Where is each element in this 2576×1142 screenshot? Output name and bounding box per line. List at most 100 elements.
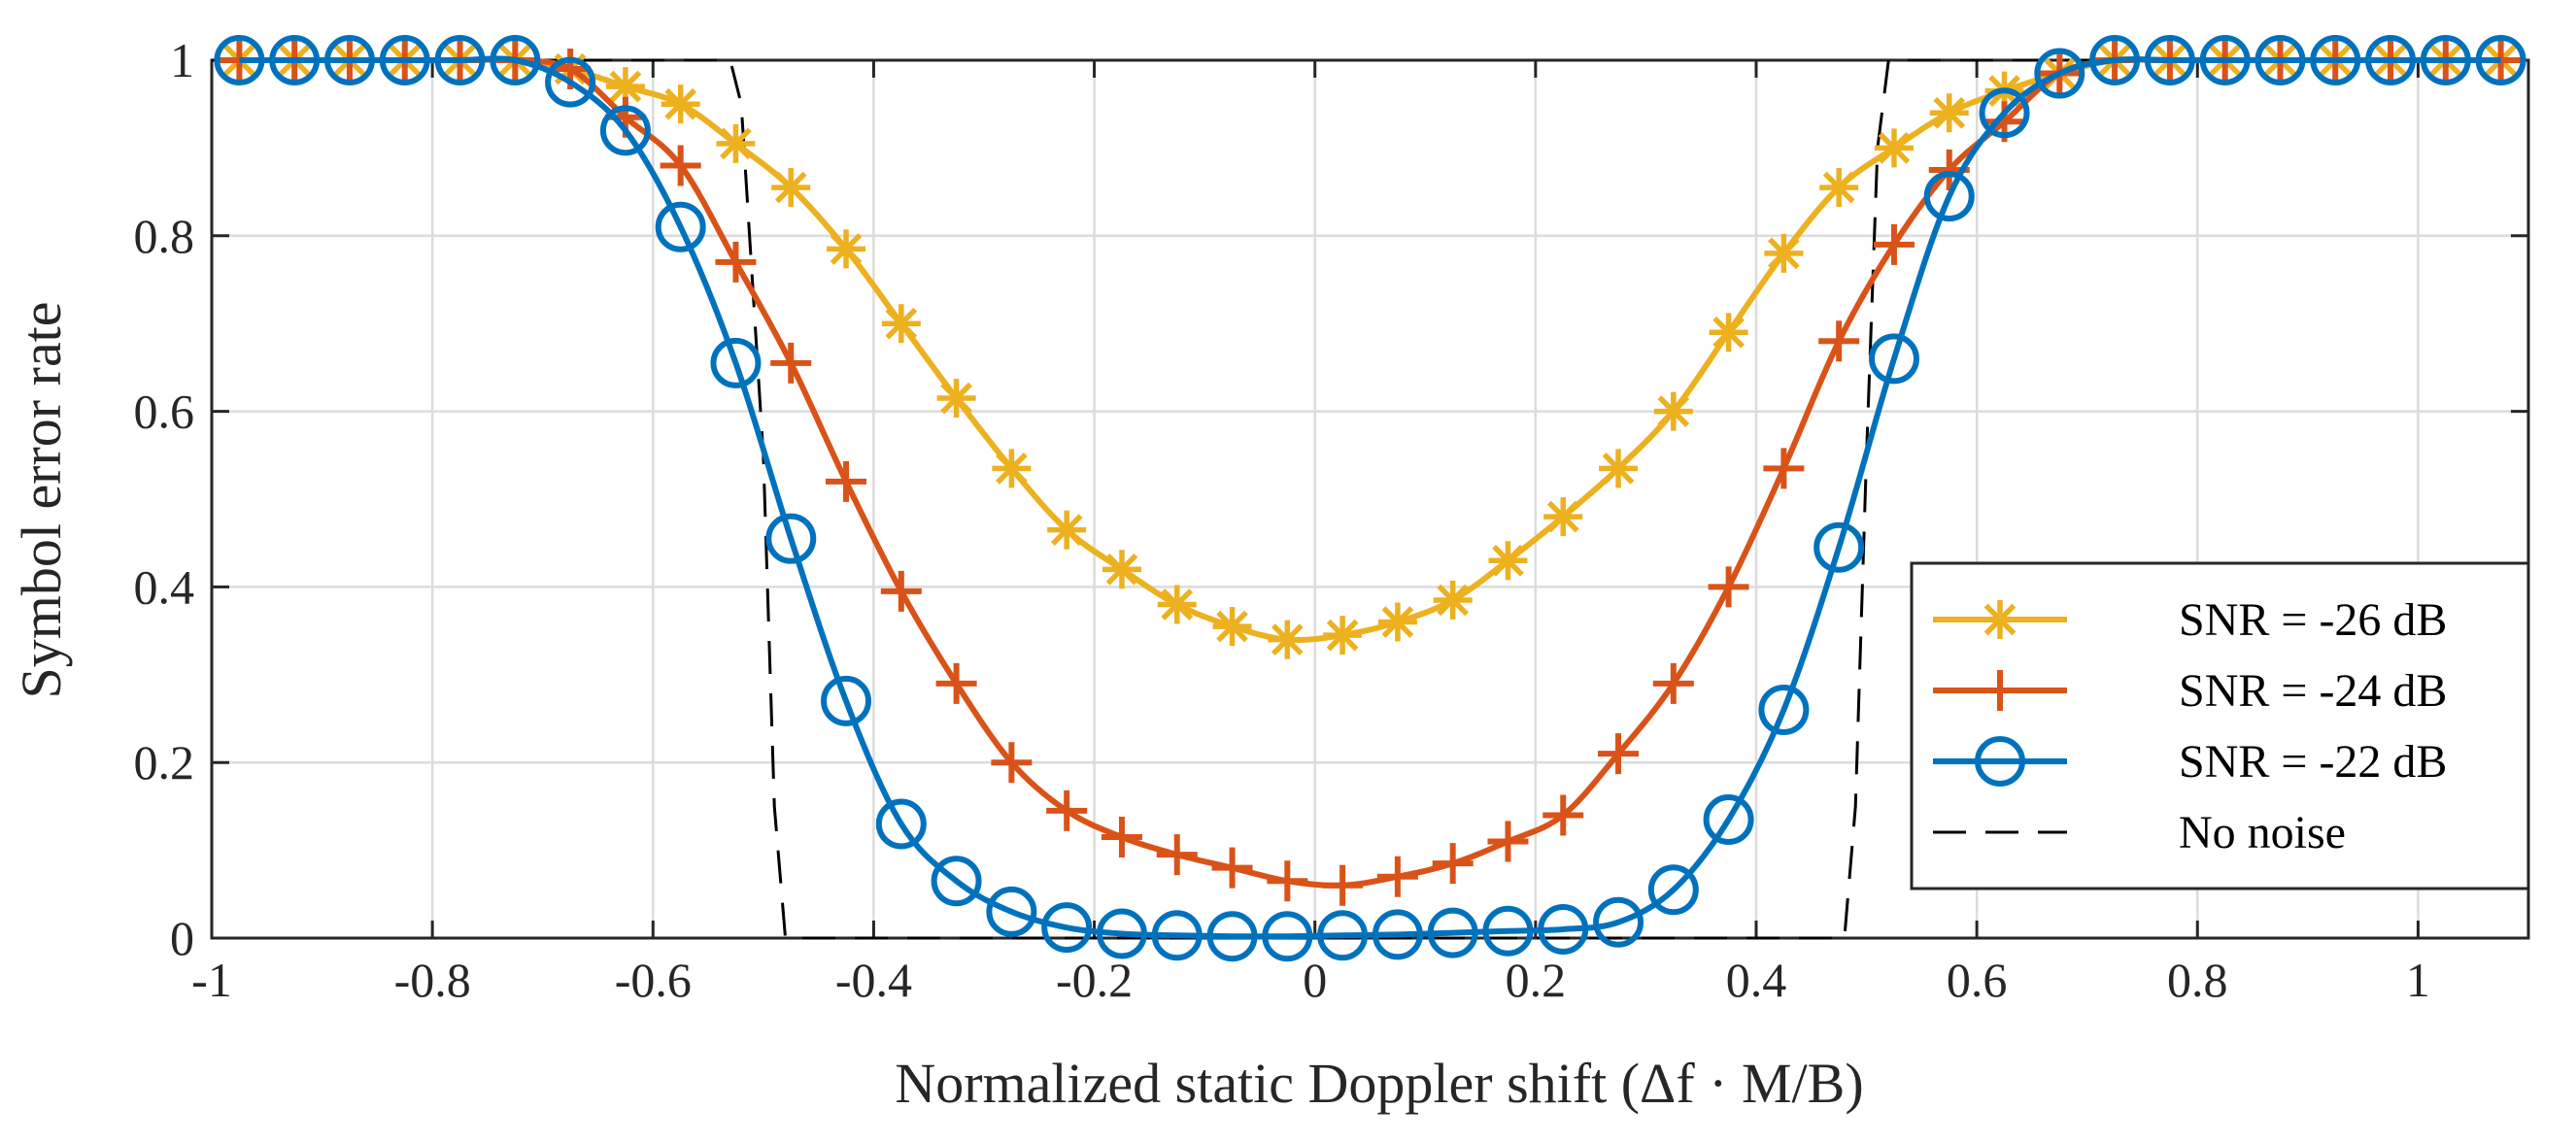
asterisk-marker-d2 bbox=[1933, 96, 1966, 129]
legend: SNR = -26 dB SNR = -24 dB SNR = -22 dB No n… bbox=[1910, 561, 2530, 890]
data-point bbox=[1096, 908, 1147, 959]
data-point bbox=[826, 460, 867, 502]
data-point bbox=[880, 570, 922, 612]
data-point bbox=[1432, 843, 1474, 885]
x-axis-label: Normalized static Doppler shift (Δf · M/… bbox=[895, 1052, 1863, 1115]
data-point bbox=[2254, 35, 2306, 85]
data-point bbox=[1262, 911, 1313, 962]
asterisk-marker-d2 bbox=[1602, 453, 1635, 485]
data-point bbox=[1598, 733, 1640, 775]
series-snr-22-db bbox=[214, 35, 2526, 962]
legend-label: No noise bbox=[2179, 807, 2346, 858]
data-point bbox=[1708, 566, 1749, 608]
data-point bbox=[1488, 541, 1528, 581]
asterisk-marker-d2 bbox=[720, 127, 752, 160]
data-point bbox=[1543, 497, 1583, 537]
data-point bbox=[1101, 817, 1142, 858]
data-point bbox=[2420, 35, 2471, 85]
data-point bbox=[2144, 35, 2195, 85]
data-point bbox=[269, 35, 321, 85]
asterisk-marker-d2 bbox=[1546, 500, 1579, 533]
asterisk-marker-d2 bbox=[1492, 544, 1524, 577]
data-point bbox=[1652, 662, 1694, 704]
data-point bbox=[1599, 449, 1639, 488]
asterisk-marker-d2 bbox=[940, 382, 972, 415]
legend-entry-no-noise: No noise bbox=[1933, 807, 2346, 858]
legend-label: SNR = -22 dB bbox=[2179, 736, 2447, 788]
y-axis-label: Symbol error rate bbox=[10, 301, 73, 698]
data-point bbox=[1487, 821, 1529, 862]
asterisk-marker-d2 bbox=[996, 453, 1028, 485]
x-tick-label: -0.6 bbox=[615, 953, 692, 1007]
data-point bbox=[1923, 171, 1975, 222]
x-tick-label: -0.4 bbox=[835, 953, 912, 1007]
series-layer bbox=[212, 35, 2528, 962]
data-point bbox=[1593, 896, 1644, 948]
data-point bbox=[935, 662, 977, 704]
data-point bbox=[1874, 128, 1914, 168]
y-tick-label: 0 bbox=[170, 911, 194, 965]
data-point bbox=[1653, 391, 1693, 431]
asterisk-marker-d2 bbox=[1271, 623, 1304, 655]
x-tick-label: 0.6 bbox=[1947, 953, 2008, 1007]
y-tick-label: 0.4 bbox=[134, 559, 195, 614]
series-line bbox=[212, 58, 2528, 940]
tick-labels: -1 -0.8 -0.6 -0.4 -0.2 0 0.2 0.4 0.6 0.8 1 0 0.2 0.4 0… bbox=[134, 33, 2430, 1007]
data-point bbox=[2034, 48, 2085, 99]
data-point bbox=[1427, 907, 1478, 958]
data-point bbox=[1206, 911, 1258, 962]
data-point bbox=[1151, 910, 1203, 961]
y-tick-label: 1 bbox=[170, 33, 194, 87]
x-tick-label: 0.8 bbox=[2167, 953, 2228, 1007]
data-point bbox=[1763, 448, 1805, 489]
asterisk-marker-d2 bbox=[774, 171, 807, 204]
y-tick-label: 0.6 bbox=[134, 385, 195, 439]
data-point bbox=[986, 886, 1037, 937]
data-point bbox=[875, 798, 927, 850]
data-point bbox=[655, 201, 706, 252]
data-point bbox=[1372, 909, 1423, 960]
data-point bbox=[1818, 320, 1860, 362]
y-tick-label: 0.8 bbox=[134, 209, 195, 263]
x-tick-label: 1 bbox=[2406, 953, 2430, 1007]
data-point bbox=[765, 513, 817, 564]
asterisk-marker-d2 bbox=[1105, 553, 1138, 586]
data-point bbox=[821, 675, 872, 726]
x-tick-label: -0.8 bbox=[394, 953, 471, 1007]
data-point bbox=[2089, 35, 2141, 85]
data-point bbox=[1047, 510, 1087, 550]
legend-entry-snr-22-db: SNR = -22 dB bbox=[1933, 736, 2447, 788]
data-point bbox=[2310, 35, 2361, 85]
asterisk-marker-d2 bbox=[1381, 606, 1414, 638]
data-point bbox=[1758, 684, 1810, 735]
x-tick-label: 0 bbox=[1303, 953, 1327, 1007]
data-point bbox=[599, 105, 651, 156]
asterisk-marker-d2 bbox=[1437, 584, 1470, 617]
data-point bbox=[1979, 87, 2030, 139]
data-point bbox=[1709, 313, 1748, 353]
data-point bbox=[1267, 860, 1308, 902]
data-point bbox=[715, 241, 757, 283]
data-point bbox=[1376, 856, 1418, 897]
data-point bbox=[1041, 902, 1093, 954]
x-tick-label: -1 bbox=[191, 953, 232, 1007]
data-point bbox=[661, 84, 700, 124]
data-point bbox=[827, 229, 866, 269]
legend-entry-snr-24-db: SNR = -24 dB bbox=[1933, 665, 2447, 717]
asterisk-marker-d2 bbox=[1326, 619, 1359, 652]
data-point bbox=[1542, 794, 1584, 836]
data-point bbox=[1868, 333, 1919, 385]
data-point bbox=[490, 35, 541, 85]
data-point bbox=[1323, 616, 1363, 655]
data-point bbox=[379, 35, 430, 85]
asterisk-marker-d2 bbox=[1878, 132, 1911, 164]
data-point bbox=[1764, 233, 1804, 273]
data-point bbox=[1377, 602, 1417, 642]
asterisk-marker-d2 bbox=[609, 70, 642, 103]
data-point bbox=[434, 35, 486, 85]
data-point bbox=[710, 337, 762, 388]
data-point bbox=[881, 304, 921, 344]
data-point bbox=[1929, 93, 1969, 133]
data-point bbox=[1102, 550, 1141, 589]
data-point bbox=[1046, 789, 1088, 831]
